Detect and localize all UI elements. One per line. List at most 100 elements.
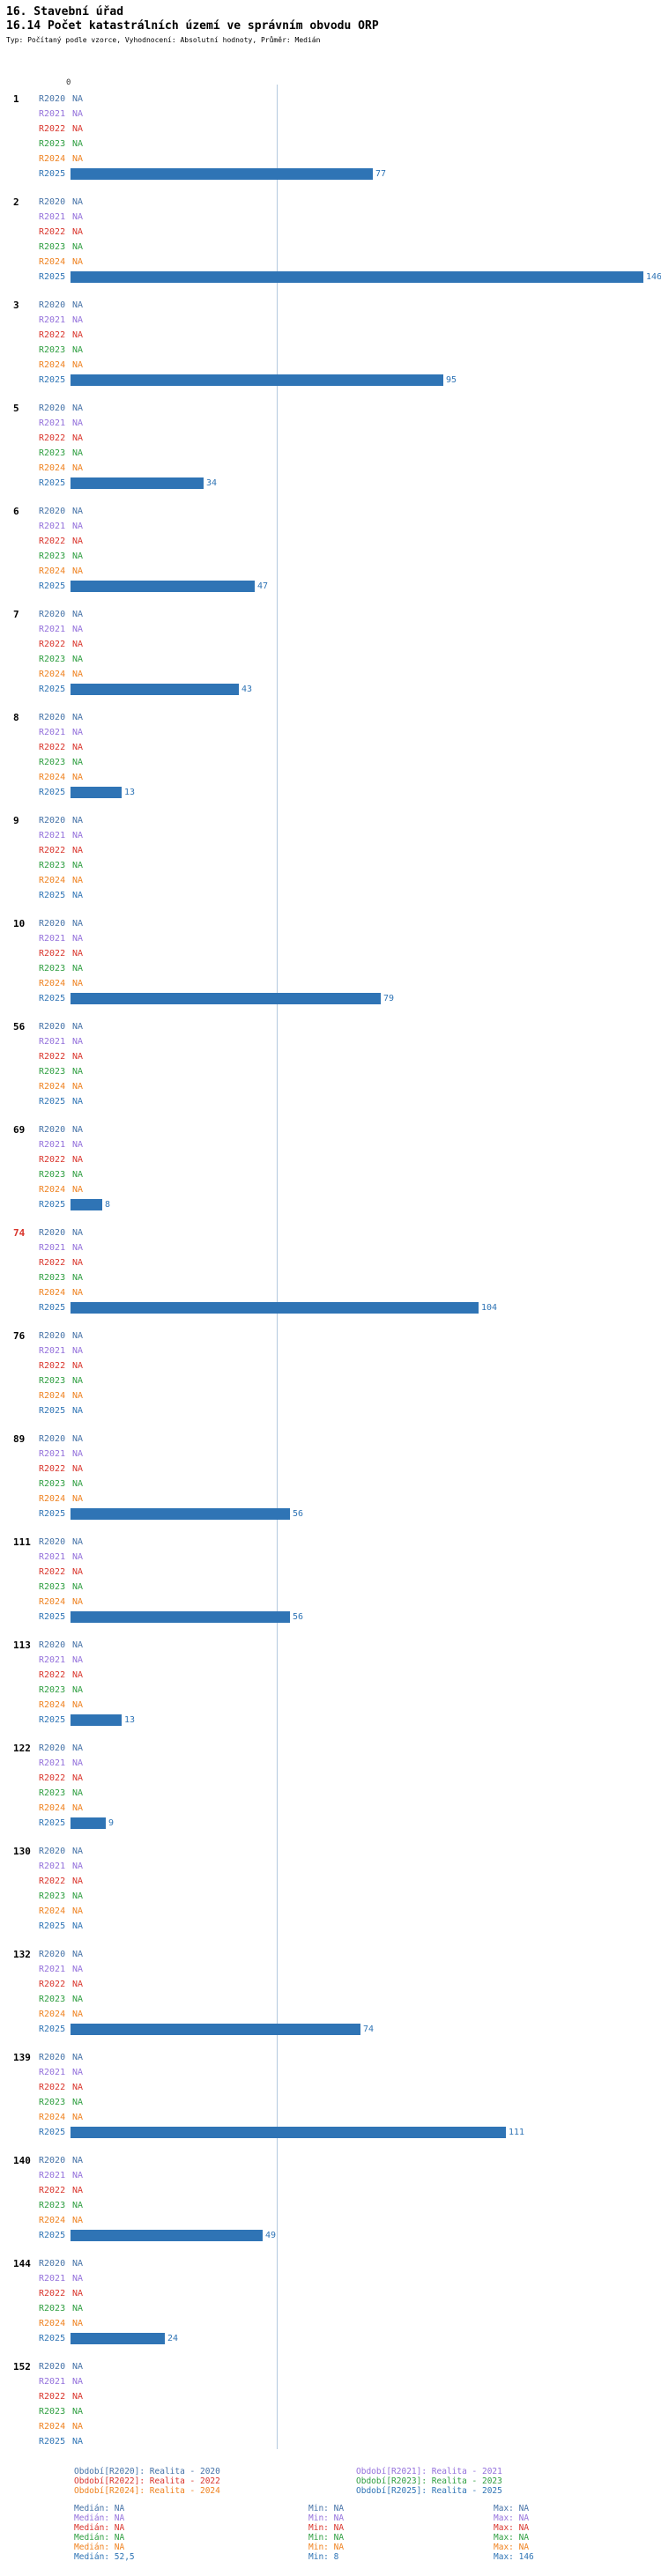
series-label: R2020	[39, 1536, 66, 1547]
na-value: NA	[72, 463, 84, 473]
bar[interactable]	[71, 477, 204, 489]
series-label: R2021	[39, 1448, 66, 1459]
series-row: R2020 NA	[0, 2153, 661, 2168]
series-row: R2024 NA	[0, 976, 661, 991]
series-label: R2025	[39, 684, 66, 694]
bar[interactable]	[71, 993, 381, 1004]
series-label: R2025	[39, 787, 66, 797]
bar[interactable]	[71, 2127, 506, 2138]
series-label: R2023	[39, 448, 66, 458]
na-value: NA	[72, 2376, 84, 2387]
bar-group: 122 R2020 NA R2021 NA R2022 NA R2023 NA R2024 NA R2…	[0, 1741, 661, 1831]
series-label: R2023	[39, 2200, 66, 2210]
series-label: R2021	[39, 108, 66, 119]
series-row: R2022 NA	[0, 122, 661, 137]
bar-group: 69 R2020 NA R2021 NA R2022 NA R2023 NA R2024 NA R20…	[0, 1122, 661, 1212]
group-label: 76	[13, 1330, 26, 1342]
bar-group: 89 R2020 NA R2021 NA R2022 NA R2023 NA R2024 NA R20…	[0, 1432, 661, 1521]
bar[interactable]	[71, 168, 373, 180]
na-value: NA	[72, 742, 84, 752]
series-label: R2020	[39, 918, 66, 929]
na-value: NA	[72, 1139, 84, 1150]
legend-row: Období[R2020]: Realita - 2020 Období[R202…	[0, 2467, 661, 2476]
series-row: R2024 NA	[0, 667, 661, 682]
series-row: R2024 NA	[0, 564, 661, 579]
series-label: R2020	[39, 609, 66, 619]
series-label: R2021	[39, 315, 66, 325]
na-value: NA	[72, 2112, 84, 2122]
na-value: NA	[72, 1906, 84, 1916]
stat-row: Medián: NA Min: NA Max: NA	[0, 2513, 661, 2523]
group-label: 144	[13, 2258, 31, 2269]
bar[interactable]	[71, 581, 255, 592]
bar-value-label: 77	[375, 168, 387, 179]
bar-group: 2 R2020 NA R2021 NA R2022 NA R2023 NA R2024 NA R202…	[0, 195, 661, 285]
series-row: R2022 NA	[0, 843, 661, 858]
na-value: NA	[72, 1154, 84, 1165]
series-row: R2021 NA	[0, 1034, 661, 1049]
series-row: R2024 NA	[0, 255, 661, 270]
series-label: R2025	[39, 374, 66, 385]
bar[interactable]	[71, 1817, 106, 1829]
series-label: R2020	[39, 300, 66, 310]
na-value: NA	[72, 1066, 84, 1077]
bar-group: 152 R2020 NA R2021 NA R2022 NA R2023 NA R2024 NA R2…	[0, 2359, 661, 2449]
series-label: R2024	[39, 2112, 66, 2122]
series-row: R2022 NA	[0, 740, 661, 755]
bar[interactable]	[71, 2230, 263, 2241]
group-label: 113	[13, 1640, 31, 1651]
bar-group: 111 R2020 NA R2021 NA R2022 NA R2023 NA R2024 NA R2…	[0, 1535, 661, 1625]
series-row: R2024 NA	[0, 873, 661, 888]
series-label: R2025	[39, 581, 66, 591]
stat-row: Medián: 52,5 Min: 8 Max: 146	[0, 2552, 661, 2562]
series-label: R2023	[39, 1581, 66, 1592]
series-label: R2023	[39, 2406, 66, 2417]
bar[interactable]	[71, 1199, 102, 1210]
series-row: R2023 NA	[0, 1167, 661, 1182]
bar-group: 132 R2020 NA R2021 NA R2022 NA R2023 NA R2024 NA R2…	[0, 1947, 661, 2037]
legend-row: Období[R2022]: Realita - 2022 Období[R202…	[0, 2476, 661, 2486]
series-label: R2025	[39, 168, 66, 179]
na-value: NA	[72, 772, 84, 782]
bar[interactable]	[71, 1508, 290, 1520]
group-label: 89	[13, 1433, 26, 1445]
bar[interactable]	[71, 684, 239, 695]
na-value: NA	[72, 433, 84, 443]
bar-group: 8 R2020 NA R2021 NA R2022 NA R2023 NA R2024 NA R202…	[0, 710, 661, 800]
group-label: 140	[13, 2155, 31, 2166]
bar[interactable]	[71, 2024, 360, 2035]
bar[interactable]	[71, 271, 643, 283]
na-value: NA	[72, 1921, 84, 1931]
series-label: R2021	[39, 1758, 66, 1768]
series-label: R2022	[39, 2288, 66, 2298]
series-row: R2023 NA	[0, 240, 661, 255]
series-label: R2024	[39, 1699, 66, 1710]
series-label: R2023	[39, 1684, 66, 1695]
bar[interactable]	[71, 374, 443, 386]
series-row: R2023 NA	[0, 961, 661, 976]
bar-value-label: 8	[105, 1199, 111, 1210]
stat-min: Min: NA	[308, 2504, 345, 2513]
na-value: NA	[72, 344, 84, 355]
na-value: NA	[72, 1493, 84, 1504]
series-row: R2023 NA	[0, 2301, 661, 2316]
series-row: R2023 NA	[0, 1270, 661, 1285]
na-value: NA	[72, 2288, 84, 2298]
series-label: R2021	[39, 1036, 66, 1047]
bar[interactable]	[71, 1302, 479, 1314]
na-value: NA	[72, 1051, 84, 1062]
bar[interactable]	[71, 787, 122, 798]
legend-item: Období[R2024]: Realita - 2024	[74, 2486, 220, 2496]
series-label: R2024	[39, 2215, 66, 2225]
group-label: 152	[13, 2361, 31, 2372]
bar[interactable]	[71, 2333, 165, 2344]
na-value: NA	[72, 1654, 84, 1665]
stat-median: Medián: NA	[74, 2504, 125, 2513]
series-row: R2022 NA	[0, 1049, 661, 1064]
na-value: NA	[72, 2067, 84, 2077]
na-value: NA	[72, 2185, 84, 2195]
bar[interactable]	[71, 1611, 290, 1623]
bar-group: 6 R2020 NA R2021 NA R2022 NA R2023 NA R2024 NA R202…	[0, 504, 661, 594]
na-value: NA	[72, 2200, 84, 2210]
bar[interactable]	[71, 1714, 122, 1726]
